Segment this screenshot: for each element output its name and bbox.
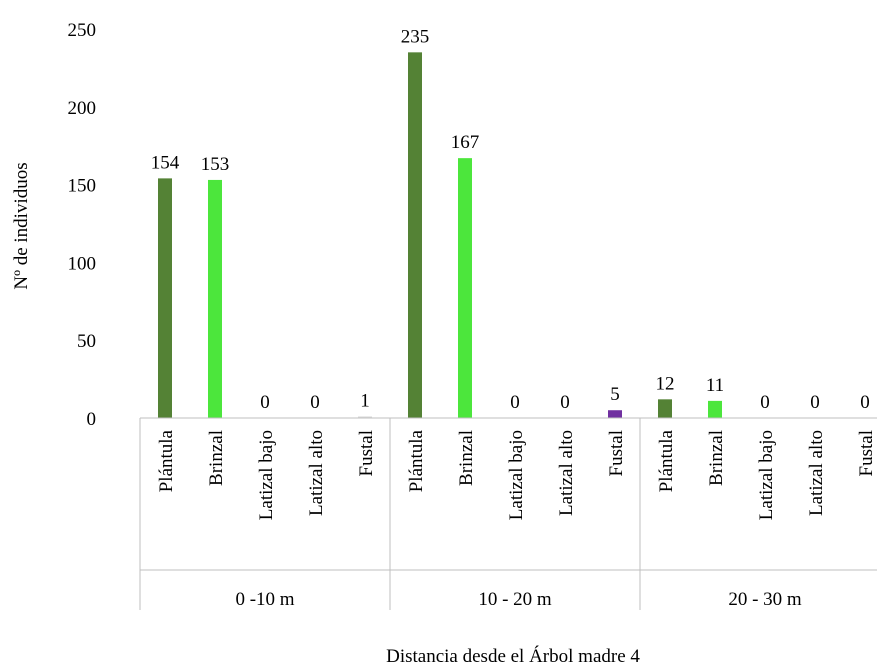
data-label: 154 bbox=[151, 152, 180, 173]
category-label: Latizal alto bbox=[306, 430, 327, 516]
category-label: Plántula bbox=[656, 429, 677, 492]
bar bbox=[158, 178, 172, 418]
data-label: 12 bbox=[656, 373, 675, 394]
bars bbox=[158, 52, 722, 419]
y-tick-label: 0 bbox=[87, 409, 97, 430]
y-tick-labels: 0 50 100 150 200 250 bbox=[68, 20, 97, 430]
category-label: Latizal alto bbox=[556, 430, 577, 516]
data-label: 167 bbox=[451, 132, 480, 153]
category-label: Latizal bajo bbox=[256, 430, 277, 520]
category-label: Plántula bbox=[406, 429, 427, 492]
bar bbox=[608, 410, 622, 418]
category-label: Fustal bbox=[856, 430, 877, 476]
category-label: Fustal bbox=[606, 430, 627, 476]
data-label: 11 bbox=[706, 375, 724, 396]
category-label: Latizal bajo bbox=[756, 430, 777, 520]
y-tick-label: 100 bbox=[68, 253, 97, 274]
category-label: Latizal alto bbox=[806, 430, 827, 516]
y-axis-label: Nº de individuos bbox=[11, 162, 32, 289]
data-label: 235 bbox=[401, 26, 430, 47]
y-tick-label: 150 bbox=[68, 176, 97, 197]
y-tick-label: 200 bbox=[68, 98, 97, 119]
bar bbox=[208, 179, 222, 418]
category-label: Brinzal bbox=[456, 430, 477, 486]
axis-lines bbox=[139, 417, 877, 610]
category-label: Latizal bajo bbox=[506, 430, 527, 520]
category-tick-labels: Plántula Brinzal Latizal bajo Latizal alto F… bbox=[156, 429, 877, 520]
bar bbox=[658, 399, 672, 418]
data-labels: 154 153 0 0 1 235 167 0 0 5 12 11 0 0 0 bbox=[151, 26, 870, 413]
data-label: 153 bbox=[201, 154, 230, 175]
category-label: Brinzal bbox=[206, 430, 227, 486]
data-label: 0 bbox=[510, 392, 520, 413]
data-label: 0 bbox=[860, 392, 870, 413]
data-label: 0 bbox=[260, 392, 270, 413]
y-tick-label: 50 bbox=[77, 331, 96, 352]
data-label: 5 bbox=[610, 384, 620, 405]
bar bbox=[708, 400, 722, 418]
data-label: 0 bbox=[810, 392, 820, 413]
group-label: 0 -10 m bbox=[235, 589, 294, 610]
category-label: Brinzal bbox=[706, 430, 727, 486]
group-label: 10 - 20 m bbox=[478, 589, 552, 610]
data-label: 0 bbox=[560, 392, 570, 413]
category-label: Fustal bbox=[356, 430, 377, 476]
data-label: 0 bbox=[310, 392, 320, 413]
y-tick-label: 250 bbox=[68, 20, 97, 41]
x-axis-label: Distancia desde el Árbol madre 4 bbox=[386, 645, 640, 667]
group-labels: 0 -10 m 10 - 20 m 20 - 30 m bbox=[235, 589, 801, 610]
bar bbox=[408, 52, 422, 419]
data-label: 0 bbox=[760, 392, 770, 413]
group-label: 20 - 30 m bbox=[728, 589, 802, 610]
bar bbox=[458, 158, 472, 418]
bar bbox=[358, 416, 372, 418]
category-label: Plántula bbox=[156, 429, 177, 492]
data-label: 1 bbox=[360, 390, 370, 411]
